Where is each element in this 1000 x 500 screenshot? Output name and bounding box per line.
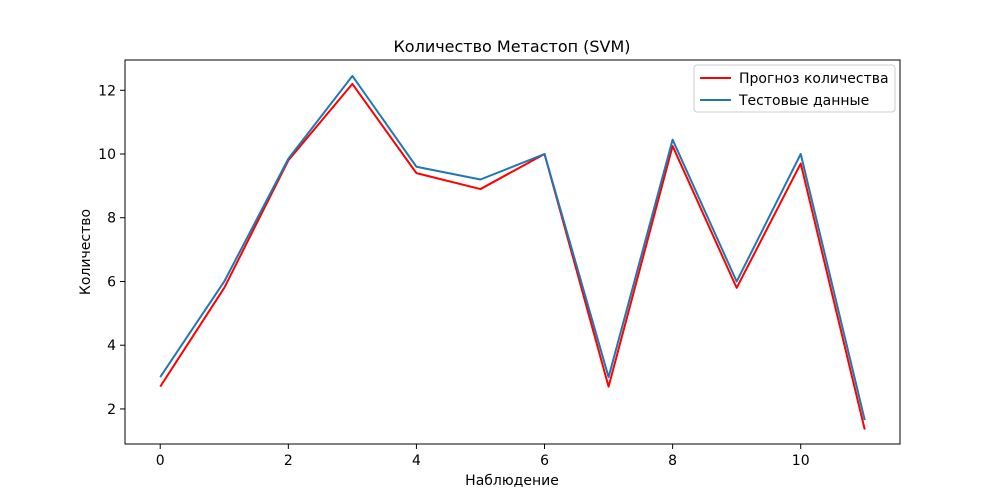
y-axis-label: Количество: [78, 209, 94, 295]
legend-box: [693, 64, 896, 113]
legend-label-prediction: Прогноз количества: [739, 71, 889, 87]
x-tick-label: 10: [792, 453, 810, 469]
series-line-test: [159, 74, 866, 421]
y-axis-ticks: 2 4 6 8 10 12: [98, 83, 125, 418]
series-line-prediction: [159, 82, 866, 430]
legend: Прогноз количества Тестовые данные: [693, 64, 896, 113]
x-tick-label: 0: [156, 453, 165, 469]
y-tick-label: 6: [107, 274, 116, 290]
y-tick-label: 4: [107, 338, 116, 354]
x-tick-label: 6: [540, 453, 549, 469]
y-tick-label: 10: [98, 147, 116, 163]
x-axis-ticks: 0 2 4 6 8 10: [156, 444, 810, 469]
chart-title: Количество Метастоп (SVM): [393, 37, 630, 56]
y-tick-label: 2: [107, 402, 116, 418]
plot-area-frame: [124, 59, 901, 445]
x-tick-label: 8: [668, 453, 677, 469]
x-tick-label: 4: [412, 453, 421, 469]
x-axis-label: Наблюдение: [465, 473, 559, 489]
y-tick-label: 12: [98, 83, 116, 99]
legend-label-test: Тестовые данные: [738, 93, 869, 109]
series-layer: [159, 74, 866, 430]
y-tick-label: 8: [107, 211, 116, 227]
x-tick-label: 2: [284, 453, 293, 469]
